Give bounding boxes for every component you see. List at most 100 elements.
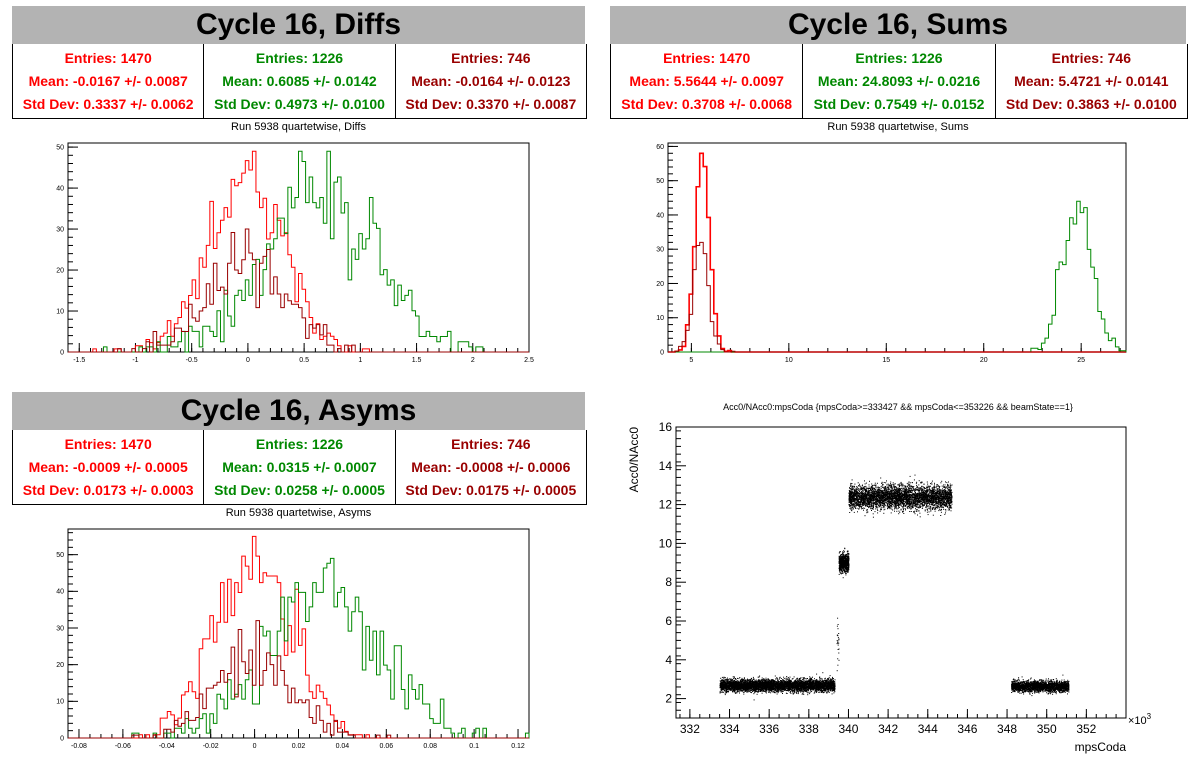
scatter-point — [816, 682, 818, 684]
scatter-point — [817, 685, 819, 687]
scatter-point — [775, 684, 777, 685]
scatter-point — [810, 680, 812, 682]
scatter-point — [824, 687, 826, 689]
scatter-point — [742, 683, 744, 685]
scatter-point — [723, 689, 725, 691]
scatter-point — [805, 681, 807, 682]
scatter-point — [771, 680, 773, 682]
scatter-point — [742, 685, 744, 687]
scatter-point — [778, 682, 780, 684]
scatter-point — [832, 679, 834, 681]
scatter-point — [768, 691, 770, 693]
x-tick-label: 346 — [957, 722, 977, 736]
scatter-point — [798, 689, 800, 691]
scatter-point — [813, 689, 815, 691]
histogram-series-0 — [668, 152, 1126, 353]
scatter-point — [821, 690, 823, 691]
scatter-point — [803, 679, 805, 681]
scatter-point — [790, 686, 792, 688]
scatter-point — [803, 691, 805, 692]
scatter-point — [724, 692, 726, 694]
scatter-point — [824, 677, 826, 679]
plot-frame — [675, 426, 1127, 719]
scatter-point — [760, 689, 762, 691]
scatter-point — [818, 687, 820, 689]
scatter-point — [799, 680, 801, 682]
scatter-point — [798, 687, 800, 689]
scatter-point — [721, 685, 723, 687]
scatter-point — [810, 682, 812, 684]
scatter-point — [792, 683, 794, 685]
scatter-point — [734, 691, 736, 692]
scatter-point — [755, 679, 757, 681]
scatter-point — [773, 680, 775, 681]
scatter-point — [755, 688, 757, 690]
scatter-point — [824, 685, 826, 687]
scatter-point — [780, 689, 782, 691]
scatter-point — [821, 684, 823, 686]
scatter-point — [832, 689, 834, 691]
scatter-point — [739, 689, 741, 691]
scatter-point — [796, 681, 798, 683]
x-tick-label: 0.1 — [469, 743, 479, 750]
scatter-point — [822, 682, 824, 684]
scatter-point — [808, 684, 810, 686]
scatter-point — [763, 689, 765, 690]
scatter-point — [807, 678, 808, 679]
scatter-point — [822, 683, 824, 685]
scatter-point — [789, 692, 791, 693]
scatter-point — [829, 682, 831, 684]
scatter-point — [760, 682, 762, 684]
scatter-point — [758, 688, 760, 689]
scatter-point — [743, 678, 745, 680]
scatter-point — [739, 681, 741, 683]
scatter-point — [834, 681, 836, 683]
scatter-point — [833, 682, 834, 684]
scatter-point — [825, 681, 827, 683]
scatter-point — [733, 689, 735, 691]
stat-std: Std Dev: 0.7549 +/- 0.0152 — [813, 96, 985, 113]
scatter-point — [730, 680, 732, 682]
scatter-point — [741, 682, 743, 684]
scatter-point — [800, 691, 802, 693]
scatter-point — [721, 679, 723, 681]
scatter-point — [768, 685, 770, 687]
scatter-point — [740, 690, 742, 692]
scatter-point — [760, 690, 761, 692]
scatter-point — [829, 681, 831, 683]
scatter-point — [828, 676, 830, 678]
scatter-point — [762, 691, 764, 692]
scatter-point — [741, 686, 743, 688]
scatter-point — [819, 678, 821, 680]
scatter-point — [797, 693, 799, 695]
x-tick-label: 0.06 — [379, 743, 393, 750]
scatter-point — [746, 681, 748, 683]
x-tick-label: -1 — [132, 357, 138, 364]
stat-entries: Entries: 746 — [1051, 49, 1131, 66]
scatter-point — [721, 691, 723, 693]
scatter-point — [724, 677, 726, 679]
scatter-point — [822, 681, 824, 683]
scatter-point — [827, 683, 829, 685]
scatter-point — [802, 680, 804, 682]
scatter-point — [778, 678, 780, 680]
scatter-point — [782, 684, 784, 686]
scatter-point — [758, 691, 760, 692]
stat-entries: Entries: 1226 — [255, 49, 344, 66]
scatter-point — [743, 682, 745, 684]
scatter-point — [813, 681, 815, 683]
scatter-point — [807, 689, 808, 691]
scatter-point — [759, 681, 761, 683]
scatter-point — [772, 680, 774, 682]
scatter-point — [823, 687, 824, 689]
scatter-point — [820, 688, 822, 690]
x-tick-label: 350 — [1037, 722, 1057, 736]
scatter-point — [831, 690, 833, 692]
scatter-point — [756, 689, 758, 691]
scatter-point — [794, 689, 796, 691]
scatter-point — [806, 686, 808, 688]
scatter-point — [798, 681, 800, 683]
scatter-point — [748, 687, 749, 689]
scatter-point — [807, 684, 809, 686]
scatter-point — [753, 681, 755, 683]
